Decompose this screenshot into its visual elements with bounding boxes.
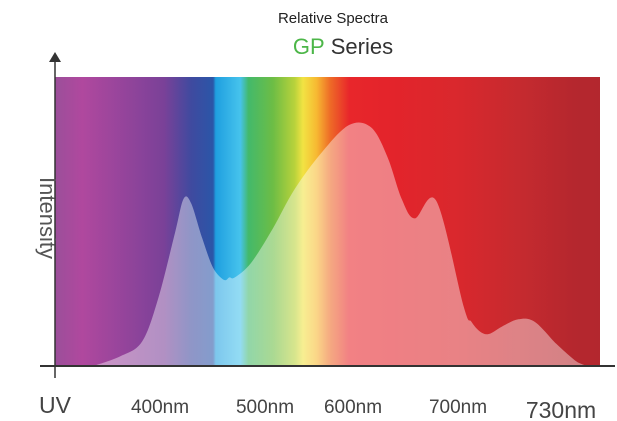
subtitle-highlight: GP [293,34,325,59]
x-tick-uv: UV [39,392,72,418]
subtitle-rest: Series [331,34,393,59]
x-tick-730nm: 730nm [526,397,596,421]
x-tick-500nm: 500nm [236,397,294,418]
x-tick-labels: UV 400nm 500nm 600nm 700nm 730nm [39,392,596,421]
x-tick-600nm: 600nm [324,397,382,418]
chart-subtitle: GP Series [293,34,393,59]
x-tick-400nm: 400nm [131,397,189,418]
y-axis-arrow [49,52,61,62]
y-axis-label: Intensity [35,177,60,259]
chart-title: Relative Spectra [278,10,389,27]
x-tick-700nm: 700nm [429,397,487,418]
